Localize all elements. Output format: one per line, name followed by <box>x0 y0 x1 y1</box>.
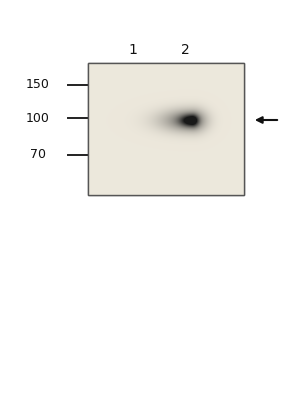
Text: 100: 100 <box>26 112 50 124</box>
Text: 150: 150 <box>26 78 50 92</box>
Bar <box>88 63 244 195</box>
Text: 70: 70 <box>30 148 46 162</box>
Text: 1: 1 <box>129 43 138 57</box>
Bar <box>88 63 244 195</box>
Text: 2: 2 <box>181 43 189 57</box>
